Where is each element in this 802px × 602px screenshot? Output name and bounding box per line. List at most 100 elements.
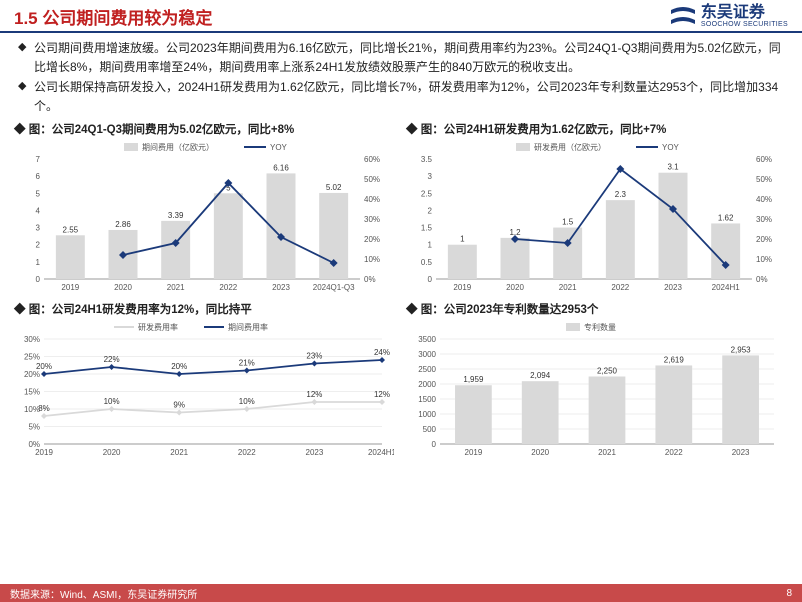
svg-text:3.1: 3.1 <box>667 163 679 172</box>
svg-text:30%: 30% <box>756 215 772 224</box>
svg-text:2021: 2021 <box>167 283 185 292</box>
para-2: 公司长期保持高研发投入，2024H1研发费用为1.62亿欧元，同比增长7%，研发… <box>18 78 784 115</box>
svg-text:2019: 2019 <box>453 283 471 292</box>
svg-text:2000: 2000 <box>418 380 436 389</box>
svg-text:5.02: 5.02 <box>326 183 342 192</box>
brand-name: 东吴证券 <box>701 5 788 21</box>
brand-icon <box>669 6 697 28</box>
svg-text:2023: 2023 <box>664 283 682 292</box>
chart-4-svg: 专利数量050010001500200025003000350020191,95… <box>406 317 786 462</box>
chart-3: 图：公司24H1研发费用率为12%，同比持平 研发费用率期间费用率0%5%10%… <box>14 299 396 462</box>
svg-text:2020: 2020 <box>114 283 132 292</box>
svg-text:3: 3 <box>36 224 41 233</box>
svg-text:0%: 0% <box>364 275 376 284</box>
svg-text:2022: 2022 <box>238 448 256 457</box>
svg-text:2023: 2023 <box>732 448 750 457</box>
svg-text:1: 1 <box>36 258 41 267</box>
svg-text:3000: 3000 <box>418 350 436 359</box>
svg-text:2: 2 <box>428 207 433 216</box>
svg-text:0: 0 <box>36 275 41 284</box>
chart-2-caption: 图：公司24H1研发费用为1.62亿欧元，同比+7% <box>406 121 788 137</box>
svg-text:4: 4 <box>36 207 41 216</box>
svg-text:20%: 20% <box>756 235 772 244</box>
page-number: 8 <box>786 588 792 599</box>
charts-grid: 图：公司24Q1-Q3期间费用为5.02亿欧元，同比+8% 期间费用（亿欧元） Y… <box>0 119 802 462</box>
para-1: 公司期间费用增速放缓。公司2023年期间费用为6.16亿欧元，同比增长21%，期… <box>18 39 784 76</box>
svg-text:1: 1 <box>428 241 433 250</box>
svg-text:20%: 20% <box>364 235 380 244</box>
chart-3-svg: 研发费用率期间费用率0%5%10%15%20%25%30%20192020202… <box>14 317 394 462</box>
svg-text:2024H1: 2024H1 <box>712 283 741 292</box>
brand-logo: 东吴证券 SOOCHOW SECURITIES <box>669 5 788 28</box>
svg-text:1000: 1000 <box>418 410 436 419</box>
svg-text:5: 5 <box>36 190 41 199</box>
svg-text:2021: 2021 <box>598 448 616 457</box>
svg-text:1.62: 1.62 <box>718 214 734 223</box>
svg-text:3.39: 3.39 <box>168 211 184 220</box>
svg-text:0: 0 <box>432 440 437 449</box>
svg-text:60%: 60% <box>756 155 772 164</box>
svg-text:1: 1 <box>460 235 465 244</box>
svg-text:2021: 2021 <box>170 448 188 457</box>
svg-text:2022: 2022 <box>611 283 629 292</box>
page-title: 1.5 公司期间费用较为稳定 <box>14 4 212 29</box>
svg-text:500: 500 <box>423 425 437 434</box>
svg-text:7: 7 <box>36 155 41 164</box>
svg-text:40%: 40% <box>756 195 772 204</box>
svg-text:25%: 25% <box>24 353 40 362</box>
svg-text:2024Q1-Q3: 2024Q1-Q3 <box>313 283 355 292</box>
svg-text:3: 3 <box>428 173 433 182</box>
svg-text:2019: 2019 <box>61 283 79 292</box>
svg-text:2.3: 2.3 <box>615 191 627 200</box>
svg-text:10%: 10% <box>239 397 255 406</box>
svg-text:期间费用（亿欧元）: 期间费用（亿欧元） <box>142 142 214 152</box>
svg-text:22%: 22% <box>104 355 120 364</box>
svg-text:2.55: 2.55 <box>63 226 79 235</box>
svg-text:10%: 10% <box>364 255 380 264</box>
svg-text:2023: 2023 <box>306 448 324 457</box>
svg-text:2019: 2019 <box>35 448 53 457</box>
brand-sub: SOOCHOW SECURITIES <box>701 21 788 28</box>
svg-text:2023: 2023 <box>272 283 290 292</box>
svg-text:15%: 15% <box>24 388 40 397</box>
svg-text:8%: 8% <box>38 404 50 413</box>
svg-text:10%: 10% <box>104 397 120 406</box>
svg-text:60%: 60% <box>364 155 380 164</box>
svg-text:6: 6 <box>36 173 41 182</box>
chart-4: 图：公司2023年专利数量达2953个 专利数量0500100015002000… <box>406 299 788 462</box>
svg-text:23%: 23% <box>306 352 322 361</box>
svg-text:0: 0 <box>428 275 433 284</box>
svg-text:0.5: 0.5 <box>421 258 433 267</box>
svg-text:30%: 30% <box>364 215 380 224</box>
svg-text:研发费用（亿欧元）: 研发费用（亿欧元） <box>534 142 606 152</box>
chart-2-svg: 研发费用（亿欧元）YOY00.511.522.533.50%10%20%30%4… <box>406 137 786 297</box>
svg-text:2022: 2022 <box>219 283 237 292</box>
svg-text:2: 2 <box>36 241 41 250</box>
svg-text:2,619: 2,619 <box>664 356 685 365</box>
svg-text:10%: 10% <box>756 255 772 264</box>
source-text: 数据来源：Wind、ASMI，东吴证券研究所 <box>10 586 197 601</box>
svg-text:20%: 20% <box>24 370 40 379</box>
svg-text:1.5: 1.5 <box>562 218 574 227</box>
svg-text:12%: 12% <box>374 390 390 399</box>
header: 1.5 公司期间费用较为稳定 东吴证券 SOOCHOW SECURITIES <box>0 0 802 33</box>
body-text: 公司期间费用增速放缓。公司2023年期间费用为6.16亿欧元，同比增长21%，期… <box>0 33 802 119</box>
svg-text:0%: 0% <box>756 275 768 284</box>
svg-text:6.16: 6.16 <box>273 164 289 173</box>
chart-1-caption: 图：公司24Q1-Q3期间费用为5.02亿欧元，同比+8% <box>14 121 396 137</box>
svg-text:50%: 50% <box>756 175 772 184</box>
svg-text:1,959: 1,959 <box>463 376 484 385</box>
svg-text:YOY: YOY <box>662 143 680 152</box>
svg-text:2.5: 2.5 <box>421 190 433 199</box>
svg-text:2500: 2500 <box>418 365 436 374</box>
svg-text:50%: 50% <box>364 175 380 184</box>
svg-text:1.5: 1.5 <box>421 224 433 233</box>
svg-text:2024H1: 2024H1 <box>368 448 394 457</box>
svg-text:5%: 5% <box>28 423 40 432</box>
svg-text:2,953: 2,953 <box>731 346 752 355</box>
svg-text:2020: 2020 <box>103 448 121 457</box>
svg-text:24%: 24% <box>374 348 390 357</box>
svg-text:专利数量: 专利数量 <box>584 322 616 332</box>
svg-text:30%: 30% <box>24 335 40 344</box>
chart-3-caption: 图：公司24H1研发费用率为12%，同比持平 <box>14 301 396 317</box>
